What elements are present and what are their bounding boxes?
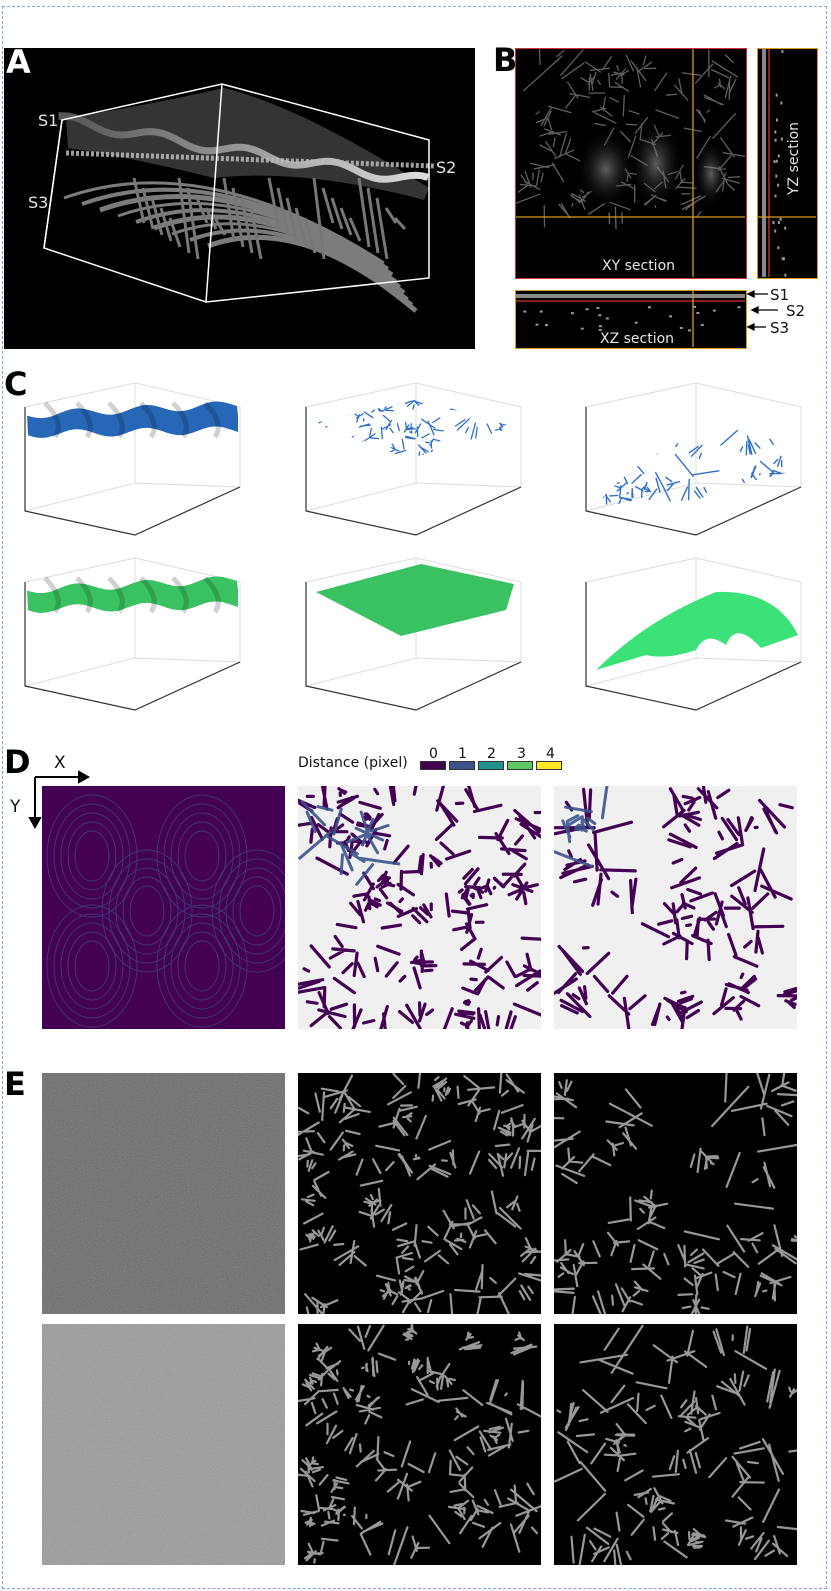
b-arrows — [746, 289, 778, 332]
yz-section-label: YZ section — [786, 121, 802, 195]
legend-swatch-2 — [478, 761, 504, 770]
panel-label-e: E — [4, 1065, 26, 1103]
panel-a-render: S1 S2 S3 — [4, 48, 475, 349]
distance-legend: 0 1 2 3 4 — [418, 746, 568, 772]
distance-map-2 — [298, 786, 541, 1029]
panel-c-3d-plots — [24, 382, 802, 711]
legend-tick-4: 4 — [546, 746, 555, 762]
axis-x-label: X — [54, 753, 66, 773]
legend-swatch-1 — [449, 761, 475, 770]
yz-section: YZ section — [757, 48, 818, 279]
xz-section-image — [516, 291, 745, 347]
distance-map-3 — [554, 786, 797, 1029]
yz-section-image — [758, 49, 816, 277]
panel-a-3d-box — [43, 83, 435, 313]
axis-y-label: Y — [10, 797, 21, 817]
legend-swatch-3 — [507, 761, 533, 770]
projection-mesh-3 — [298, 1324, 541, 1565]
xz-section: XZ section — [515, 290, 747, 349]
projection-noisy-2 — [42, 1324, 285, 1565]
legend-tick-3: 3 — [517, 746, 526, 762]
xz-section-label: XZ section — [600, 331, 675, 347]
legend-tick-2: 2 — [487, 746, 496, 762]
projection-mesh-2 — [554, 1073, 797, 1314]
arrow-label-s1: S1 — [770, 286, 790, 304]
projection-noisy-1 — [42, 1073, 285, 1314]
legend-tick-0: 0 — [429, 746, 438, 762]
xy-section: XY section — [515, 48, 747, 279]
arrow-label-s2: S2 — [786, 302, 806, 320]
arrow-label-s3: S3 — [770, 319, 790, 337]
surface-label-s1: S1 — [38, 111, 59, 130]
xy-axis-indicator — [28, 770, 91, 830]
legend-swatch-0 — [420, 761, 446, 770]
panel-label-d: D — [4, 743, 31, 781]
projection-mesh-1 — [298, 1073, 541, 1314]
distance-map-1 — [42, 786, 285, 1029]
xy-section-image — [516, 49, 745, 277]
legend-tick-1: 1 — [458, 746, 467, 762]
panel-label-c: C — [4, 365, 28, 403]
surface-label-s3: S3 — [28, 193, 49, 212]
projection-mesh-4 — [554, 1324, 797, 1565]
legend-title: Distance (pixel) — [298, 755, 408, 771]
panel-label-b: B — [493, 41, 518, 79]
legend-swatch-4 — [536, 761, 562, 770]
surface-label-s2: S2 — [436, 158, 457, 177]
panel-label-a: A — [6, 43, 31, 81]
xy-section-label: XY section — [602, 258, 676, 274]
